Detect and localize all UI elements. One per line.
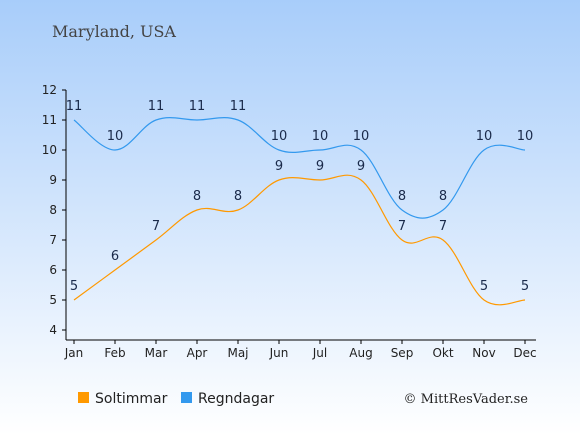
- y-tick-label: 10: [42, 143, 57, 157]
- data-label-regndagar: 10: [476, 129, 493, 144]
- data-label-soltimmar: 5: [480, 279, 488, 294]
- data-label-regndagar: 10: [271, 129, 288, 144]
- data-label-soltimmar: 9: [357, 159, 365, 174]
- data-label-soltimmar: 8: [193, 189, 201, 204]
- data-label-soltimmar: 7: [439, 219, 447, 234]
- legend-label-soltimmar: Soltimmar: [95, 391, 168, 407]
- y-tick-label: 7: [49, 233, 57, 247]
- data-label-soltimmar: 9: [316, 159, 324, 174]
- data-label-soltimmar: 9: [275, 159, 283, 174]
- data-label-regndagar: 11: [148, 99, 165, 114]
- x-tick-label: Okt: [432, 346, 453, 360]
- series-line-soltimmar: [73, 174, 526, 306]
- data-label-regndagar: 8: [398, 189, 406, 204]
- data-labels: 5 6 7 8 8 9 9 9 7 7 5 5 11 10 11 11 11 10 10 10 8 8 10 10: [66, 99, 534, 294]
- data-label-soltimmar: 8: [234, 189, 242, 204]
- x-tick-label: Jan: [64, 346, 84, 360]
- data-label-regndagar: 10: [107, 129, 124, 144]
- x-tick-label: Apr: [187, 346, 208, 360]
- data-label-regndagar: 8: [439, 189, 447, 204]
- series-line-regndagar: [73, 117, 526, 219]
- data-label-soltimmar: 6: [111, 249, 119, 264]
- y-tick-label: 11: [42, 113, 57, 127]
- y-tick-label: 4: [49, 323, 57, 337]
- data-label-soltimmar: 5: [70, 279, 78, 294]
- data-label-regndagar: 11: [230, 99, 247, 114]
- data-label-regndagar: 10: [517, 129, 534, 144]
- data-label-soltimmar: 5: [521, 279, 529, 294]
- y-tick-label: 8: [49, 203, 57, 217]
- legend-swatch-soltimmar: [78, 392, 89, 403]
- chart-legend: Soltimmar Regndagar: [78, 391, 274, 407]
- legend-swatch-regndagar: [181, 392, 192, 403]
- x-tick-label: Aug: [349, 346, 372, 360]
- x-tick-label: Dec: [513, 346, 536, 360]
- y-tick-label: 9: [49, 173, 57, 187]
- data-label-regndagar: 10: [312, 129, 329, 144]
- copyright-text: © MittResVader.se: [404, 392, 529, 407]
- x-tick-label: Mar: [145, 346, 168, 360]
- x-tick-label: Feb: [104, 346, 125, 360]
- y-tick-label: 5: [49, 293, 57, 307]
- data-label-soltimmar: 7: [152, 219, 160, 234]
- x-tick-label: Maj: [227, 346, 248, 360]
- data-label-regndagar: 11: [189, 99, 206, 114]
- data-label-regndagar: 11: [66, 99, 83, 114]
- x-tick-label: Nov: [472, 346, 495, 360]
- series-lines: [73, 117, 526, 306]
- y-tick-label: 6: [49, 263, 57, 277]
- chart-title: Maryland, USA: [52, 22, 176, 41]
- x-tick-label: Jul: [312, 346, 327, 360]
- x-tick-label: Sep: [391, 346, 414, 360]
- data-label-regndagar: 10: [353, 129, 370, 144]
- y-tick-label: 12: [42, 83, 57, 97]
- legend-label-regndagar: Regndagar: [198, 391, 274, 407]
- data-label-soltimmar: 7: [398, 219, 406, 234]
- x-tick-label: Jun: [269, 346, 289, 360]
